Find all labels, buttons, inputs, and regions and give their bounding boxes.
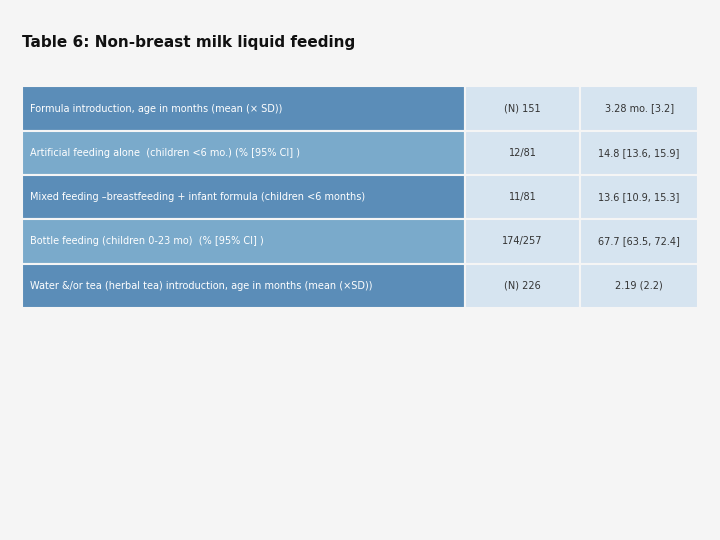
Text: (N) 151: (N) 151 xyxy=(504,104,541,113)
Text: Formula introduction, age in months (mean (× SD)): Formula introduction, age in months (mea… xyxy=(30,104,283,113)
Bar xyxy=(465,175,580,219)
Text: 3.28 mo. [3.2]: 3.28 mo. [3.2] xyxy=(605,104,674,113)
Bar xyxy=(22,219,465,264)
Bar xyxy=(465,219,580,264)
Text: 174/257: 174/257 xyxy=(502,237,543,246)
Bar xyxy=(580,175,698,219)
Text: 67.7 [63.5, 72.4]: 67.7 [63.5, 72.4] xyxy=(598,237,680,246)
Bar xyxy=(22,131,465,175)
Bar xyxy=(22,86,465,131)
Bar xyxy=(580,219,698,264)
Bar xyxy=(465,86,580,131)
Text: (N) 226: (N) 226 xyxy=(504,281,541,291)
Bar xyxy=(580,131,698,175)
Bar xyxy=(22,175,465,219)
Text: Mixed feeding –breastfeeding + infant formula (children <6 months): Mixed feeding –breastfeeding + infant fo… xyxy=(30,192,365,202)
Text: Water &/or tea (herbal tea) introduction, age in months (mean (×SD)): Water &/or tea (herbal tea) introduction… xyxy=(30,281,373,291)
Text: 14.8 [13.6, 15.9]: 14.8 [13.6, 15.9] xyxy=(598,148,680,158)
Text: Bottle feeding (children 0-23 mo)  (% [95% CI] ): Bottle feeding (children 0-23 mo) (% [95… xyxy=(30,237,264,246)
Bar xyxy=(580,86,698,131)
Text: 13.6 [10.9, 15.3]: 13.6 [10.9, 15.3] xyxy=(598,192,680,202)
Bar xyxy=(22,264,465,308)
Text: Artificial feeding alone  (children <6 mo.) (% [95% CI] ): Artificial feeding alone (children <6 mo… xyxy=(30,148,300,158)
Text: 11/81: 11/81 xyxy=(508,192,536,202)
Text: Table 6: Non-breast milk liquid feeding: Table 6: Non-breast milk liquid feeding xyxy=(22,35,355,50)
Bar xyxy=(465,131,580,175)
Bar xyxy=(580,264,698,308)
Text: 2.19 (2.2): 2.19 (2.2) xyxy=(616,281,663,291)
Bar xyxy=(465,264,580,308)
Text: 12/81: 12/81 xyxy=(508,148,536,158)
